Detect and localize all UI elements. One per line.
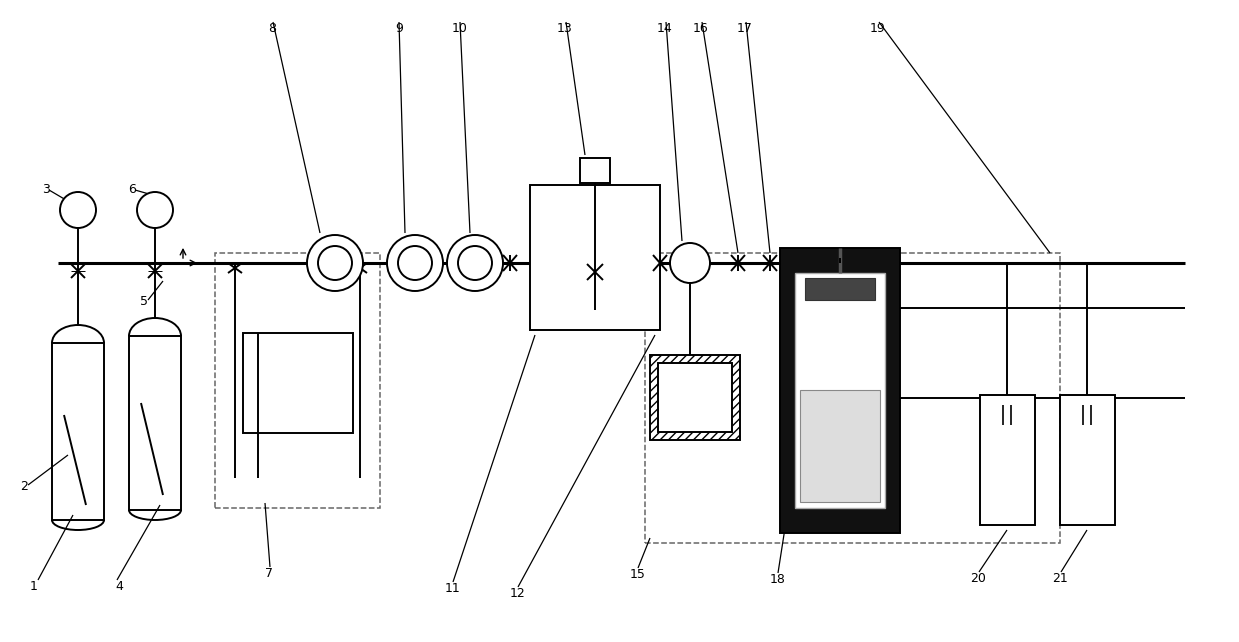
Bar	[795, 273, 885, 508]
Circle shape	[318, 246, 352, 280]
Bar	[580, 158, 610, 183]
Text: 17: 17	[737, 22, 753, 35]
Text: 14: 14	[657, 22, 673, 35]
Bar	[243, 333, 353, 433]
Circle shape	[307, 235, 363, 291]
Text: 7: 7	[265, 567, 273, 580]
Text: 15: 15	[629, 568, 646, 581]
Text: 6: 6	[128, 183, 136, 196]
Circle shape	[670, 243, 710, 283]
Bar	[800, 390, 880, 502]
Bar	[781, 248, 900, 533]
Circle shape	[387, 235, 444, 291]
Text: 16: 16	[693, 22, 709, 35]
Text: 21: 21	[1052, 572, 1068, 585]
Bar	[650, 355, 740, 440]
Text: 13: 13	[558, 22, 572, 35]
Bar	[646, 253, 1061, 543]
Text: 2: 2	[20, 480, 27, 493]
Bar	[658, 363, 732, 432]
Bar	[52, 343, 104, 520]
Bar	[216, 253, 380, 508]
Circle shape	[447, 235, 503, 291]
Text: 3: 3	[42, 183, 50, 196]
Text: 10: 10	[452, 22, 468, 35]
Text: 1: 1	[30, 580, 38, 593]
Text: 18: 18	[769, 573, 786, 586]
Text: 5: 5	[140, 295, 147, 308]
Text: 20: 20	[970, 572, 986, 585]
Text: 19: 19	[870, 22, 886, 35]
Bar	[1061, 395, 1115, 525]
Bar	[805, 278, 875, 300]
Circle shape	[59, 192, 95, 228]
Text: 8: 8	[268, 22, 276, 35]
Bar	[530, 185, 660, 330]
Circle shape	[138, 192, 173, 228]
Circle shape	[398, 246, 432, 280]
Circle shape	[458, 246, 492, 280]
Text: 9: 9	[395, 22, 403, 35]
Text: 4: 4	[115, 580, 123, 593]
Bar	[129, 336, 181, 510]
Text: 11: 11	[445, 582, 461, 595]
Text: 12: 12	[510, 587, 525, 600]
Bar	[980, 395, 1035, 525]
